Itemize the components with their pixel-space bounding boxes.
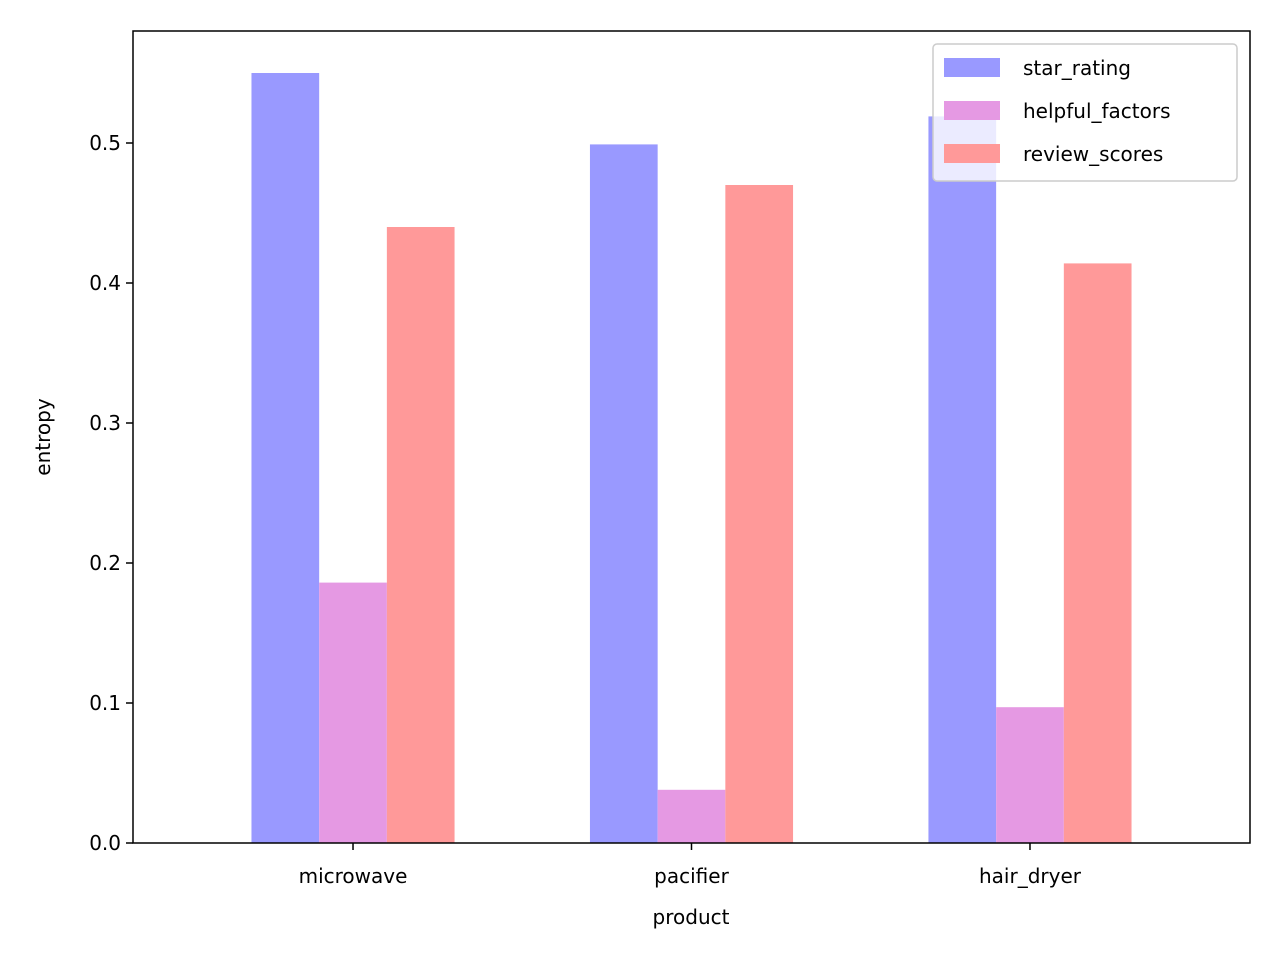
legend-swatch-review_scores <box>944 144 1000 163</box>
bars-group <box>251 73 1132 843</box>
bar-helpful_factors-pacifier <box>657 789 726 843</box>
legend-swatch-helpful_factors <box>944 101 1000 120</box>
y-axis: 0.0 0.1 0.2 0.3 0.4 0.5 <box>89 131 133 855</box>
legend-label-helpful_factors: helpful_factors <box>1023 99 1171 123</box>
x-tick-label: hair_dryer <box>979 864 1082 888</box>
bar-star_rating-microwave <box>251 73 320 843</box>
y-tick-label: 0.4 <box>89 271 121 295</box>
bar-review_scores-hair_dryer <box>1063 263 1132 843</box>
legend: star_rating helpful_factors review_scores <box>932 43 1238 182</box>
bar-star_rating-pacifier <box>589 144 658 843</box>
y-tick-label: 0.3 <box>89 411 121 435</box>
y-tick-label: 0.5 <box>89 131 121 155</box>
plot-frame <box>132 30 1251 844</box>
legend-swatch-star_rating <box>944 58 1000 77</box>
y-tick-label: 0.1 <box>89 691 121 715</box>
x-axis: microwave pacifier hair_dryer <box>299 843 1082 888</box>
y-tick-label: 0.0 <box>89 831 121 855</box>
bar-review_scores-pacifier <box>725 185 794 843</box>
legend-box <box>932 43 1238 182</box>
x-tick-label: microwave <box>299 864 408 888</box>
bar-helpful_factors-hair_dryer <box>996 707 1064 843</box>
x-axis-label: product <box>653 905 730 929</box>
bar-review_scores-microwave <box>386 227 455 843</box>
bar-star_rating-hair_dryer <box>928 116 997 843</box>
y-axis-label: entropy <box>31 398 55 476</box>
x-tick-label: pacifier <box>654 864 729 888</box>
legend-label-star_rating: star_rating <box>1023 56 1131 80</box>
bar-helpful_factors-microwave <box>319 582 387 843</box>
y-tick-label: 0.2 <box>89 551 121 575</box>
legend-label-review_scores: review_scores <box>1023 142 1163 166</box>
